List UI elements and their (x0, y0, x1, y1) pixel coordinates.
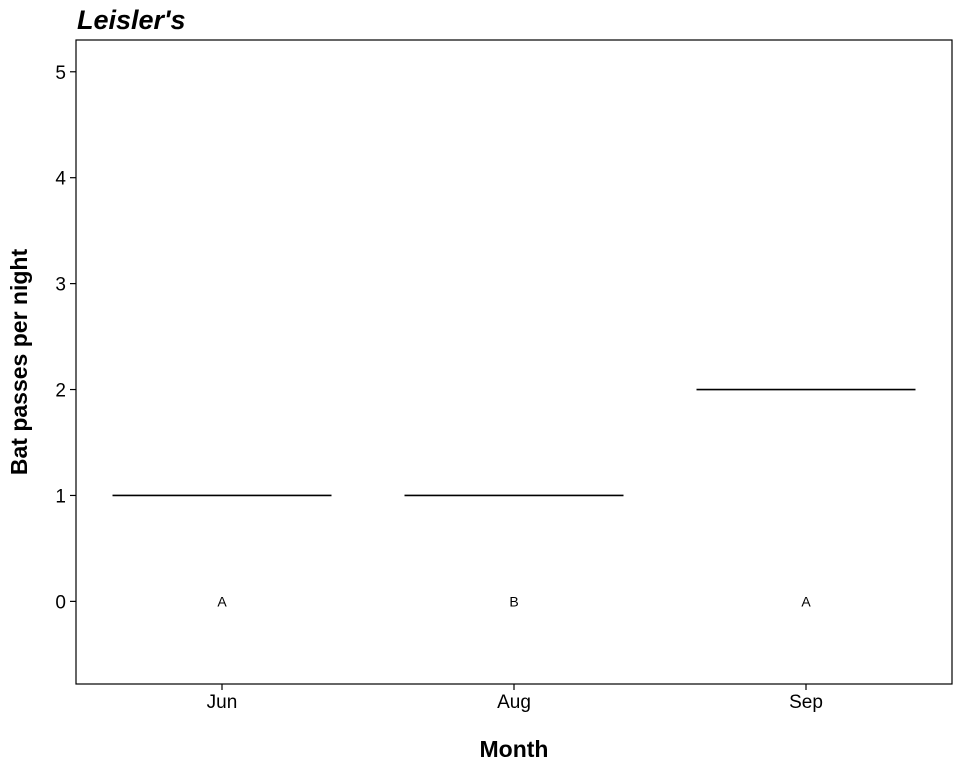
plot-panel (75, 39, 953, 685)
group-letter-sep: A (801, 593, 811, 609)
x-tick-label: Jun (207, 692, 238, 713)
group-letter-aug: B (509, 593, 518, 609)
x-axis-title: Month (480, 736, 549, 762)
y-tick-label: 1 (55, 486, 66, 507)
y-axis-title: Bat passes per night (6, 249, 32, 476)
x-axis: Jun Aug Sep (207, 684, 823, 713)
group-letter-jun: A (217, 593, 227, 609)
y-tick-label: 0 (55, 592, 66, 613)
chart-title: Leisler's (77, 5, 186, 35)
y-axis: 0 1 2 3 4 5 (55, 63, 76, 613)
y-tick-label: 2 (55, 381, 66, 402)
y-tick-label: 3 (55, 275, 66, 296)
y-tick-label: 5 (55, 63, 66, 84)
x-tick-label: Aug (497, 692, 531, 713)
y-tick-label: 4 (55, 169, 66, 190)
x-tick-label: Sep (789, 692, 823, 713)
median-lines (112, 388, 916, 497)
